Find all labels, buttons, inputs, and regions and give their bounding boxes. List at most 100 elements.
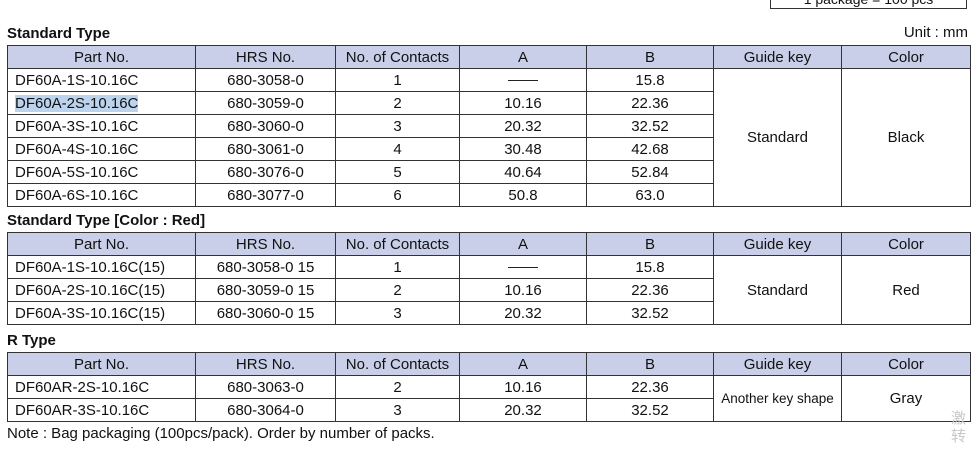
table-header-row: Part No. HRS No. No. of Contacts A B Gui… <box>7 232 971 256</box>
hrs-number: 680-3063-0 <box>195 375 336 399</box>
dimension-b: 22.36 <box>586 278 714 302</box>
guide-key-cell: Standard <box>713 255 842 325</box>
r-type-table: Part No. HRS No. No. of Contacts A B Gui… <box>7 352 971 422</box>
dimension-a: 10.16 <box>459 91 587 115</box>
section-title-r-type: R Type <box>7 332 56 349</box>
table-row: DF60A-3S-10.16C 680-3060-0 3 20.32 32.52 <box>7 114 971 138</box>
watermark-text: 激 转 <box>951 410 967 445</box>
dimension-b: 42.68 <box>586 137 714 161</box>
header-b: B <box>586 232 714 256</box>
contacts-count: 5 <box>335 160 460 184</box>
header-guide-key: Guide key <box>713 352 842 376</box>
header-color: Color <box>841 352 971 376</box>
hrs-number: 680-3059-0 15 <box>195 278 336 302</box>
header-hrs-no: HRS No. <box>195 45 336 69</box>
part-number: DF60A-1S-10.16C <box>7 68 196 92</box>
table-row: DF60A-2S-10.16C(15) 680-3059-0 15 2 10.1… <box>7 278 971 302</box>
header-contacts: No. of Contacts <box>335 352 460 376</box>
dimension-b: 15.8 <box>586 255 714 279</box>
dimension-b: 63.0 <box>586 183 714 207</box>
part-number: DF60A-6S-10.16C <box>7 183 196 207</box>
dimension-a: 20.32 <box>459 301 587 325</box>
dimension-b: 22.36 <box>586 375 714 399</box>
contacts-count: 4 <box>335 137 460 161</box>
contacts-count: 1 <box>335 255 460 279</box>
dimension-a: 10.16 <box>459 375 587 399</box>
dimension-a: 20.32 <box>459 114 587 138</box>
header-hrs-no: HRS No. <box>195 352 336 376</box>
part-number: DF60A-4S-10.16C <box>7 137 196 161</box>
package-info-box: 1 package = 100 pcs <box>770 0 967 9</box>
header-color: Color <box>841 232 971 256</box>
header-b: B <box>586 352 714 376</box>
guide-key-cell: Another key shape <box>713 375 842 422</box>
contacts-count: 3 <box>335 114 460 138</box>
dimension-a: 30.48 <box>459 137 587 161</box>
part-number: DF60A-1S-10.16C(15) <box>7 255 196 279</box>
table-header-row: Part No. HRS No. No. of Contacts A B Gui… <box>7 352 971 376</box>
packaging-note: Note : Bag packaging (100pcs/pack). Orde… <box>7 425 435 442</box>
table-row: DF60A-6S-10.16C 680-3077-0 6 50.8 63.0 <box>7 183 971 207</box>
dimension-b: 15.8 <box>586 68 714 92</box>
header-a: A <box>459 352 587 376</box>
section-title-red: Standard Type [Color : Red] <box>7 212 206 229</box>
hrs-number: 680-3059-0 <box>195 91 336 115</box>
header-part-no: Part No. <box>7 352 196 376</box>
header-a: A <box>459 45 587 69</box>
header-part-no: Part No. <box>7 232 196 256</box>
hrs-number: 680-3058-0 15 <box>195 255 336 279</box>
table-row: DF60AR-2S-10.16C 680-3063-0 2 10.16 22.3… <box>7 375 971 422</box>
part-number-selected[interactable]: DF60A-2S-10.16C <box>15 94 139 112</box>
header-guide-key: Guide key <box>713 232 842 256</box>
dash-icon <box>508 267 538 269</box>
dimension-b: 32.52 <box>586 114 714 138</box>
table-row: DF60AR-3S-10.16C 680-3064-0 3 20.32 32.5… <box>7 398 971 422</box>
header-hrs-no: HRS No. <box>195 232 336 256</box>
part-number: DF60AR-2S-10.16C <box>7 375 196 399</box>
header-guide-key: Guide key <box>713 45 842 69</box>
dimension-a: 10.16 <box>459 278 587 302</box>
contacts-count: 2 <box>335 91 460 115</box>
table-header-row: Part No. HRS No. No. of Contacts A B Gui… <box>7 45 971 69</box>
header-contacts: No. of Contacts <box>335 45 460 69</box>
contacts-count: 6 <box>335 183 460 207</box>
hrs-number: 680-3060-0 <box>195 114 336 138</box>
table-row: DF60A-4S-10.16C 680-3061-0 4 30.48 42.68 <box>7 137 971 161</box>
color-cell: Black <box>841 68 971 207</box>
dimension-b: 52.84 <box>586 160 714 184</box>
dimension-b: 32.52 <box>586 398 714 422</box>
part-number: DF60A-2S-10.16C(15) <box>7 278 196 302</box>
contacts-count: 3 <box>335 301 460 325</box>
hrs-number: 680-3064-0 <box>195 398 336 422</box>
table-row: DF60A-1S-10.16C 680-3058-0 1 15.8 Standa… <box>7 68 971 207</box>
hrs-number: 680-3077-0 <box>195 183 336 207</box>
part-number: DF60A-5S-10.16C <box>7 160 196 184</box>
part-number: DF60AR-3S-10.16C <box>7 398 196 422</box>
contacts-count: 1 <box>335 68 460 92</box>
color-cell: Gray <box>841 375 971 422</box>
red-type-table: Part No. HRS No. No. of Contacts A B Gui… <box>7 232 971 325</box>
header-b: B <box>586 45 714 69</box>
color-cell: Red <box>841 255 971 325</box>
table-row: DF60A-1S-10.16C(15) 680-3058-0 15 1 15.8… <box>7 255 971 325</box>
hrs-number: 680-3060-0 15 <box>195 301 336 325</box>
unit-label: Unit : mm <box>903 24 968 41</box>
dimension-a-dash <box>459 68 587 92</box>
contacts-count: 2 <box>335 278 460 302</box>
table-row: DF60A-2S-10.16C 680-3059-0 2 10.16 22.36 <box>7 91 971 115</box>
contacts-count: 3 <box>335 398 460 422</box>
hrs-number: 680-3076-0 <box>195 160 336 184</box>
header-part-no: Part No. <box>7 45 196 69</box>
part-number: DF60A-3S-10.16C <box>7 114 196 138</box>
contacts-count: 2 <box>335 375 460 399</box>
guide-key-cell: Standard <box>713 68 842 207</box>
dimension-a-dash <box>459 255 587 279</box>
standard-type-table: Part No. HRS No. No. of Contacts A B Gui… <box>7 45 971 207</box>
dash-icon <box>508 80 538 82</box>
header-color: Color <box>841 45 971 69</box>
header-contacts: No. of Contacts <box>335 232 460 256</box>
part-number: DF60A-3S-10.16C(15) <box>7 301 196 325</box>
table-row: DF60A-5S-10.16C 680-3076-0 5 40.64 52.84 <box>7 160 971 184</box>
section-title-standard: Standard Type <box>7 25 111 42</box>
dimension-b: 22.36 <box>586 91 714 115</box>
